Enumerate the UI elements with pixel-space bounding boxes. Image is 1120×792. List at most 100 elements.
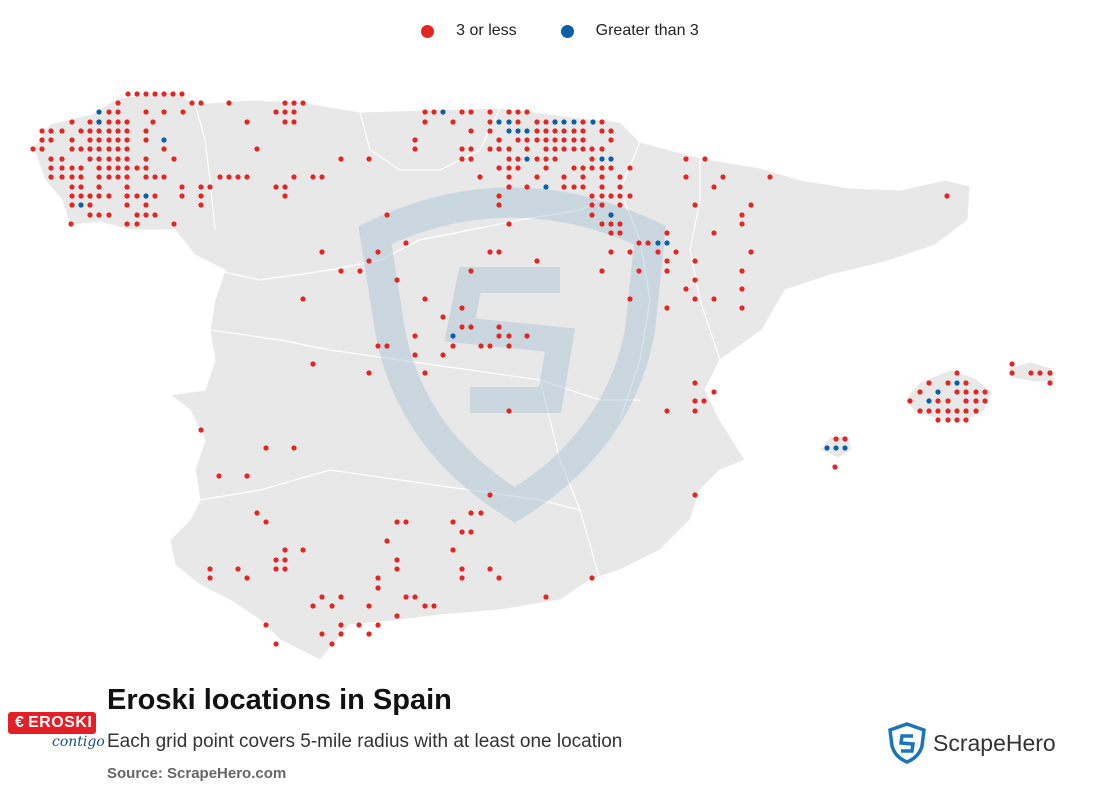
location-dot bbox=[96, 137, 102, 143]
location-dot bbox=[282, 109, 288, 115]
location-dot bbox=[664, 305, 670, 311]
location-dot bbox=[152, 91, 158, 97]
location-dot bbox=[422, 119, 428, 125]
location-dot bbox=[627, 296, 633, 302]
location-dot bbox=[115, 146, 121, 152]
location-dot bbox=[59, 156, 65, 162]
location-dot bbox=[496, 137, 502, 143]
location-dot bbox=[552, 119, 558, 125]
location-dot bbox=[506, 343, 512, 349]
location-dot bbox=[263, 622, 269, 628]
location-dot bbox=[552, 146, 558, 152]
location-dot bbox=[617, 174, 623, 180]
location-dot bbox=[338, 594, 344, 600]
location-dot bbox=[412, 146, 418, 152]
location-dot bbox=[617, 184, 623, 190]
location-dot bbox=[106, 109, 112, 115]
location-dot bbox=[543, 137, 549, 143]
location-dot bbox=[78, 165, 84, 171]
location-dot bbox=[534, 156, 540, 162]
location-dot bbox=[450, 343, 456, 349]
location-dot bbox=[580, 128, 586, 134]
location-dot bbox=[468, 510, 474, 516]
location-dot bbox=[664, 258, 670, 264]
location-dot bbox=[487, 492, 493, 498]
location-dot bbox=[115, 137, 121, 143]
location-dot bbox=[571, 128, 577, 134]
location-dot bbox=[422, 370, 428, 376]
location-dot bbox=[1047, 380, 1053, 386]
location-dot bbox=[561, 128, 567, 134]
location-dot bbox=[59, 165, 65, 171]
location-dot bbox=[954, 408, 960, 414]
location-dot bbox=[842, 436, 848, 442]
location-dot bbox=[945, 408, 951, 414]
location-dot bbox=[515, 128, 521, 134]
location-dot bbox=[496, 165, 502, 171]
location-dot bbox=[412, 352, 418, 358]
location-dot bbox=[143, 156, 149, 162]
location-dot bbox=[748, 202, 754, 208]
location-dot bbox=[468, 529, 474, 535]
location-dot bbox=[552, 128, 558, 134]
location-dot bbox=[384, 343, 390, 349]
location-dot bbox=[338, 631, 344, 637]
location-dot bbox=[599, 119, 605, 125]
scrapehero-logo[interactable]: ScrapeHero bbox=[887, 722, 1056, 764]
location-dot bbox=[69, 174, 75, 180]
location-dot bbox=[69, 202, 75, 208]
location-dot bbox=[106, 119, 112, 125]
location-dot bbox=[48, 174, 54, 180]
location-dot bbox=[1037, 370, 1043, 376]
location-dot bbox=[506, 146, 512, 152]
location-dot bbox=[106, 193, 112, 199]
location-dot bbox=[87, 212, 93, 218]
location-dot bbox=[310, 174, 316, 180]
location-dot bbox=[692, 202, 698, 208]
location-dot bbox=[571, 146, 577, 152]
legend-blue-dot-icon bbox=[560, 24, 574, 38]
mainland-outline bbox=[32, 91, 971, 661]
location-dot bbox=[96, 193, 102, 199]
map-subtitle: Each grid point covers 5-mile radius wit… bbox=[107, 731, 623, 752]
location-dot bbox=[617, 221, 623, 227]
location-dot bbox=[645, 240, 651, 246]
location-dot bbox=[300, 547, 306, 553]
location-dot bbox=[683, 174, 689, 180]
location-dot bbox=[664, 240, 670, 246]
legend-item-3-or-less: 3 or less bbox=[421, 22, 517, 40]
location-dot bbox=[124, 174, 130, 180]
map-title: Eroski locations in Spain bbox=[107, 684, 452, 716]
location-dot bbox=[692, 408, 698, 414]
location-dot bbox=[48, 128, 54, 134]
location-dot bbox=[664, 408, 670, 414]
location-dot bbox=[496, 193, 502, 199]
eroski-logo-tagline: contigo bbox=[52, 734, 105, 750]
location-dot bbox=[143, 109, 149, 115]
location-dot bbox=[69, 119, 75, 125]
location-dot bbox=[124, 193, 130, 199]
location-dot bbox=[1028, 370, 1034, 376]
location-dot bbox=[506, 221, 512, 227]
location-dot bbox=[217, 174, 223, 180]
spain-map bbox=[30, 91, 1056, 661]
location-dot bbox=[506, 128, 512, 134]
location-dot bbox=[78, 184, 84, 190]
location-dot bbox=[78, 146, 84, 152]
location-dot bbox=[534, 128, 540, 134]
location-dot bbox=[115, 100, 121, 106]
location-dot bbox=[543, 156, 549, 162]
location-dot bbox=[78, 202, 84, 208]
location-dot bbox=[748, 249, 754, 255]
location-dot bbox=[692, 258, 698, 264]
legend-label: 3 or less bbox=[456, 22, 517, 39]
location-dot bbox=[143, 165, 149, 171]
location-dot bbox=[375, 249, 381, 255]
location-dot bbox=[496, 202, 502, 208]
location-dot bbox=[282, 566, 288, 572]
location-dot bbox=[524, 156, 530, 162]
location-dot bbox=[543, 594, 549, 600]
location-dot bbox=[106, 128, 112, 134]
location-dot bbox=[636, 240, 642, 246]
location-dot bbox=[824, 445, 830, 451]
